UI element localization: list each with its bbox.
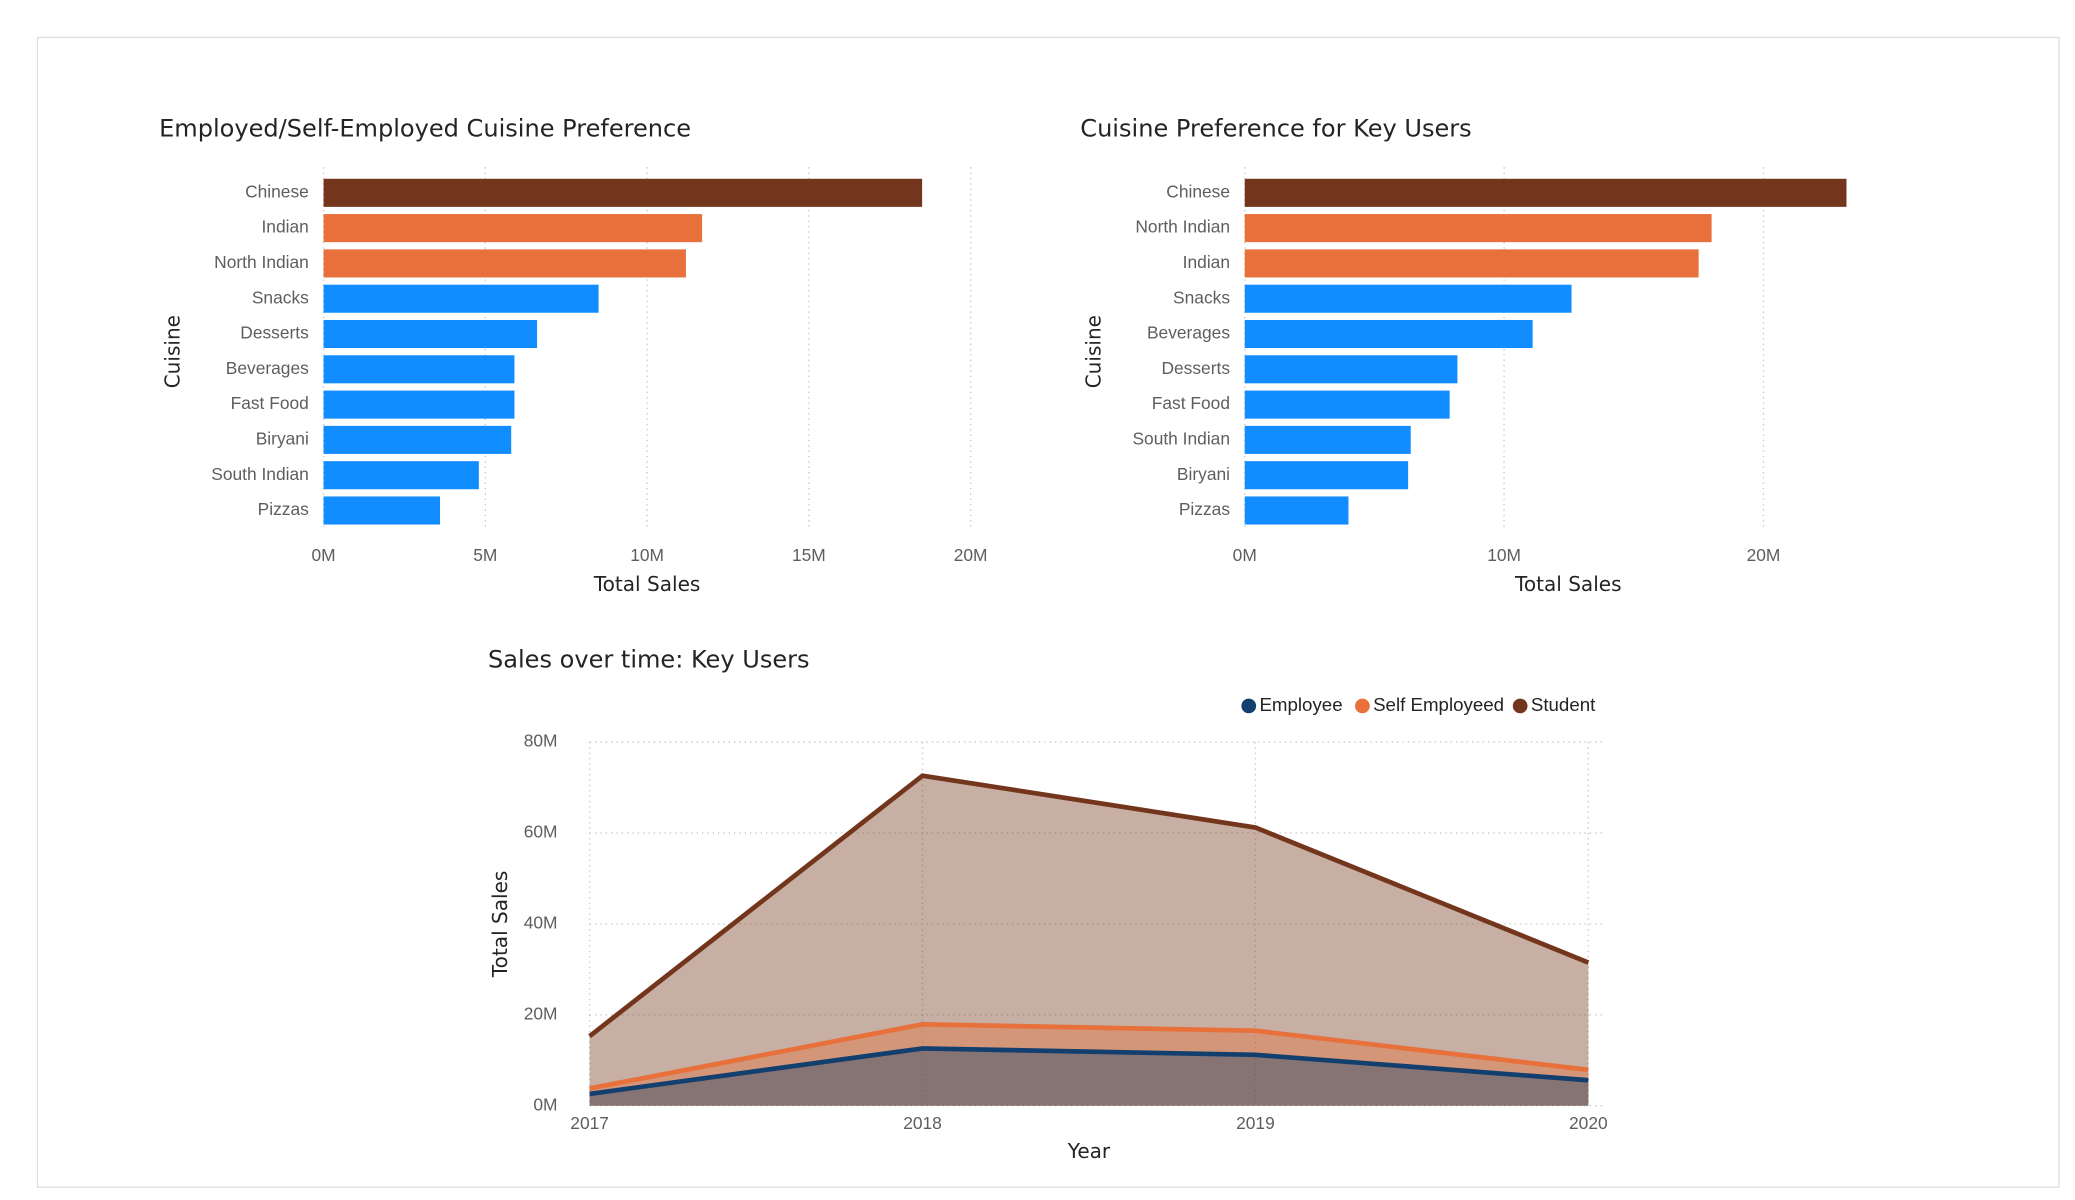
x-axis-title: Year [1067, 1139, 1111, 1163]
bar [323, 496, 441, 525]
bar [1244, 214, 1712, 243]
bar [1244, 390, 1450, 419]
legend-marker [1512, 698, 1528, 714]
y-axis-title: Cuisine [160, 315, 184, 388]
y-tick-label: 20M [524, 1003, 558, 1023]
bar [1244, 496, 1349, 525]
y-tick-label: North Indian [1135, 217, 1230, 237]
chart-title: Employed/Self-Employed Cuisine Preferenc… [159, 115, 691, 143]
bar [1244, 461, 1409, 490]
x-axis-title: Total Sales [1514, 572, 1622, 596]
bar [323, 355, 515, 384]
y-tick-label: Biryani [1177, 464, 1230, 484]
x-tick-label: 2017 [570, 1113, 609, 1133]
y-tick-label: 60M [524, 822, 558, 842]
y-axis-title: Cuisine [1081, 315, 1105, 388]
legend-marker [1241, 698, 1257, 714]
x-tick-label: 2019 [1236, 1113, 1275, 1133]
line [588, 773, 1590, 1039]
bar [1244, 319, 1533, 349]
bar [323, 178, 923, 207]
x-tick-label: 20M [954, 545, 988, 565]
y-tick-label: Indian [261, 217, 308, 237]
line [589, 1046, 1589, 1097]
y-axis-title: Total Sales [488, 871, 512, 979]
y-tick-label: Snacks [1173, 287, 1230, 307]
x-tick-label: 20M [1747, 545, 1781, 565]
y-tick-label: Fast Food [1152, 393, 1230, 413]
y-tick-label: South Indian [1132, 428, 1230, 448]
x-tick-label: 2020 [1569, 1113, 1608, 1133]
chart-title: Sales over time: Key Users [488, 645, 810, 673]
x-tick-label: 15M [792, 545, 826, 565]
line [589, 1022, 1589, 1091]
y-tick-label: Fast Food [231, 393, 309, 413]
y-tick-label: Snacks [252, 287, 309, 307]
bar [323, 461, 479, 490]
y-tick-label: South Indian [211, 464, 309, 484]
bar [323, 249, 686, 278]
x-tick-label: 5M [473, 545, 497, 565]
bar [323, 390, 515, 419]
bar [1244, 284, 1572, 313]
y-tick-label: Pizzas [1179, 499, 1230, 519]
legend-label: Student [1531, 694, 1596, 715]
y-tick-label: Pizzas [258, 499, 309, 519]
legend-label: Self Employeed [1373, 694, 1504, 715]
y-tick-label: Chinese [245, 181, 309, 201]
y-tick-label: Beverages [1147, 323, 1230, 343]
bar [1244, 249, 1699, 278]
y-tick-label: 40M [524, 912, 558, 932]
y-tick-label: Indian [1183, 252, 1230, 272]
y-tick-label: North Indian [214, 252, 309, 272]
y-tick-label: 0M [533, 1094, 557, 1114]
bar [1244, 425, 1411, 454]
area [589, 1024, 1589, 1106]
chart-title: Cuisine Preference for Key Users [1080, 115, 1471, 143]
y-tick-label: Chinese [1166, 181, 1230, 201]
bar [323, 284, 599, 313]
bar [323, 425, 512, 454]
y-tick-label: 80M [524, 731, 558, 751]
legend-marker [1355, 698, 1370, 714]
y-tick-label: Biryani [256, 428, 309, 448]
bar [1244, 355, 1458, 384]
y-tick-label: Desserts [240, 323, 309, 343]
area [589, 775, 1589, 1106]
x-tick-label: 2018 [903, 1113, 942, 1133]
y-tick-label: Desserts [1161, 358, 1230, 378]
x-tick-label: 0M [1233, 545, 1257, 565]
bar [323, 214, 703, 243]
legend-label: Employee [1259, 694, 1342, 715]
x-tick-label: 10M [1487, 545, 1521, 565]
x-tick-label: 0M [311, 545, 335, 565]
x-tick-label: 10M [630, 545, 664, 565]
bar [323, 319, 538, 349]
bar [1244, 178, 1847, 207]
y-tick-label: Beverages [226, 358, 309, 378]
x-axis-title: Total Sales [593, 572, 701, 596]
